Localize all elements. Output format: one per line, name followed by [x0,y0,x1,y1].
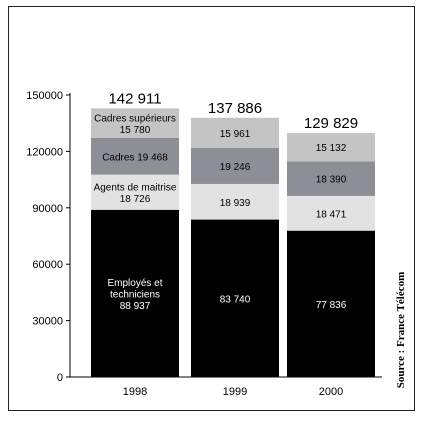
segment-label: 19 246 [220,162,251,173]
segment-label: Cadres 19 468 [102,152,168,163]
bar-segment [191,183,279,220]
bar-total-label: 137 886 [208,100,262,117]
bar-segment [287,230,375,377]
y-tick-label: 60000 [32,259,63,271]
segment-label: 15 961 [220,129,251,140]
x-tick-label: 1998 [123,386,147,398]
segment-label: 77 836 [316,300,347,311]
chart-frame [8,6,415,411]
y-tick-label: 30000 [32,316,63,328]
y-tick-label: 0 [57,372,63,384]
bar-segment [91,174,179,210]
y-tick-label: 150000 [26,90,63,102]
segment-label: 83 740 [220,294,251,305]
bar-segment [191,117,279,148]
bar-total-label: 142 911 [108,90,161,107]
series-name-label: techniciens [110,289,160,300]
y-tick-label: 90000 [32,203,63,215]
x-tick-label: 1999 [223,386,247,398]
series-name-label: Employés et [107,278,162,289]
x-tick-label: 2000 [319,386,343,398]
segment-label: 15 132 [316,143,347,154]
bar-segment [91,108,179,138]
series-name-label: Agents de maitrise [94,182,177,193]
bar-segment [287,195,375,231]
segment-label: 18 390 [316,175,347,186]
y-tick-label: 120000 [26,146,63,158]
segment-label: 18 939 [220,198,251,209]
bar-segment [191,219,279,377]
segment-label: 88 937 [120,301,151,312]
bar-segment [191,147,279,184]
segment-label: 18 726 [120,194,151,205]
segment-label: 15 780 [120,125,151,136]
bar-segment [287,161,375,196]
bar-segment [91,137,179,175]
bar-segment [287,132,375,162]
bar-segment [91,209,179,377]
source-label: Source : France Télécom [395,272,407,389]
segment-label: 18 471 [316,209,347,220]
series-name-label: Cadres supérieurs [94,113,176,124]
bar-total-label: 129 829 [304,115,358,132]
